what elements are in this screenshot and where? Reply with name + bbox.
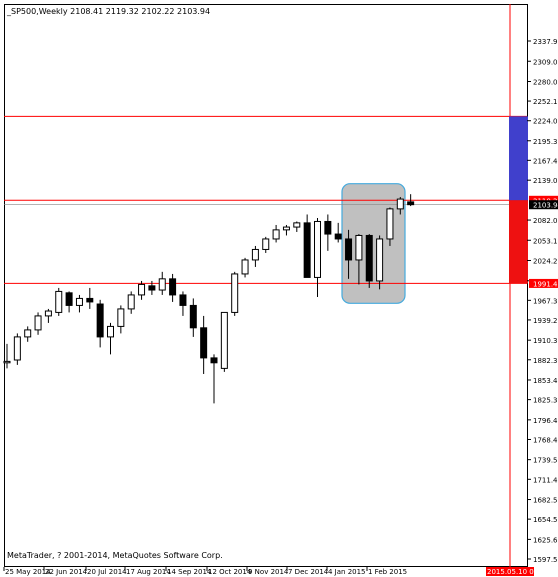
candle bbox=[13, 333, 21, 365]
candle bbox=[158, 271, 166, 295]
candle bbox=[34, 312, 42, 335]
copyright-text: MetaTrader, ? 2001-2014, MetaQuotes Soft… bbox=[7, 551, 223, 560]
candle bbox=[210, 354, 218, 404]
time-tick-label: 12 Oct 2014 bbox=[208, 568, 252, 576]
candle bbox=[365, 234, 373, 288]
candle bbox=[220, 311, 228, 372]
candle bbox=[272, 224, 280, 243]
price-tick-label: 1825.35 bbox=[533, 397, 558, 405]
candle bbox=[241, 257, 249, 278]
candle bbox=[407, 194, 415, 207]
price-tick-label: 1682.55 bbox=[533, 497, 558, 505]
time-tick-label: 4 Jan 2015 bbox=[328, 568, 366, 576]
candle bbox=[127, 291, 135, 314]
time-tick-label: 9 Nov 2014 bbox=[248, 568, 289, 576]
price-zone-lower bbox=[509, 200, 528, 284]
candle bbox=[86, 287, 94, 309]
candle bbox=[262, 236, 270, 253]
time-tick-label: 1 Feb 2015 bbox=[368, 568, 407, 576]
price-tick-label: 2167.40 bbox=[533, 157, 558, 165]
candle bbox=[107, 322, 114, 355]
price-tick-label: 2195.35 bbox=[533, 138, 558, 146]
price-tick-label: 1625.60 bbox=[533, 536, 558, 544]
price-axis: 2337.95 2309.00 2280.05 2252.10 2224.00 2195.… bbox=[527, 38, 558, 564]
price-tick-label: 2280.05 bbox=[533, 79, 558, 87]
price-tick-label: 2337.95 bbox=[533, 38, 558, 46]
price-tick-label: 1796.45 bbox=[533, 417, 558, 425]
price-tick-label: 1991.43 bbox=[533, 280, 558, 288]
candle bbox=[282, 224, 290, 236]
candle bbox=[75, 294, 83, 313]
price-tick-label: 1768.40 bbox=[533, 436, 558, 444]
price-tick-label: 1654.50 bbox=[533, 516, 558, 524]
price-tick-label: 1939.25 bbox=[533, 317, 558, 325]
price-tick-label: 2309.00 bbox=[533, 58, 558, 66]
candle bbox=[231, 271, 239, 316]
candle bbox=[96, 299, 104, 348]
time-tick-label: 22 Jun 2014 bbox=[45, 568, 88, 576]
time-marker-label-bg bbox=[486, 567, 534, 576]
candle bbox=[55, 287, 63, 316]
price-tick-label: 2082.00 bbox=[533, 217, 558, 225]
candle bbox=[117, 305, 125, 334]
price-tick-label: 2139.00 bbox=[533, 177, 558, 185]
time-tick-label: 20 Jul 2014 bbox=[87, 568, 127, 576]
candle bbox=[179, 291, 187, 316]
price-tick-label: 1910.35 bbox=[533, 337, 558, 345]
candle bbox=[65, 291, 73, 313]
price-tick-label: 2224.00 bbox=[533, 118, 558, 126]
price-tick-label: 2053.15 bbox=[533, 237, 558, 245]
candle bbox=[376, 235, 384, 290]
price-tick-label: 1853.45 bbox=[533, 377, 558, 385]
candlestick-series bbox=[3, 194, 415, 404]
candle bbox=[345, 229, 353, 279]
price-tick-label: 1711.45 bbox=[533, 476, 558, 484]
price-tick-label: 1597.55 bbox=[533, 556, 558, 564]
time-marker-label: 2015.05.10 00:00 bbox=[487, 568, 549, 576]
candle bbox=[44, 308, 52, 323]
price-label-bg bbox=[529, 278, 558, 288]
chart-title: _SP500,Weekly 2108.41 2119.32 2102.22 21… bbox=[6, 7, 210, 16]
candle bbox=[293, 221, 301, 232]
candle bbox=[396, 196, 404, 215]
price-tick-label: 1739.55 bbox=[533, 457, 558, 465]
price-tick-label: 2024.25 bbox=[533, 257, 558, 265]
candle bbox=[148, 280, 156, 295]
candle bbox=[169, 273, 177, 302]
candle bbox=[303, 214, 311, 278]
candle bbox=[138, 280, 146, 300]
candle bbox=[324, 214, 332, 251]
time-tick-label: 14 Sep 2014 bbox=[167, 568, 212, 576]
price-tick-label: 2252.10 bbox=[533, 98, 558, 106]
time-tick-label: 25 May 2014 bbox=[5, 568, 51, 576]
price-zone-upper bbox=[509, 116, 528, 201]
price-tick-label: 1882.30 bbox=[533, 357, 558, 365]
candle bbox=[24, 326, 32, 342]
price-tick-label: 2103.94 bbox=[533, 202, 558, 210]
candle bbox=[3, 343, 11, 369]
time-tick-label: 7 Dec 2014 bbox=[288, 568, 329, 576]
candle bbox=[314, 217, 321, 298]
candle bbox=[251, 245, 259, 267]
candle bbox=[386, 207, 394, 246]
time-tick-label: 17 Aug 2014 bbox=[126, 568, 171, 576]
price-label-bg bbox=[529, 200, 558, 210]
candle bbox=[189, 298, 197, 337]
candle bbox=[334, 222, 342, 243]
plot-frame bbox=[4, 4, 528, 567]
candle bbox=[355, 234, 363, 285]
price-tick-label: 1967.30 bbox=[533, 297, 558, 305]
candle bbox=[200, 315, 208, 374]
